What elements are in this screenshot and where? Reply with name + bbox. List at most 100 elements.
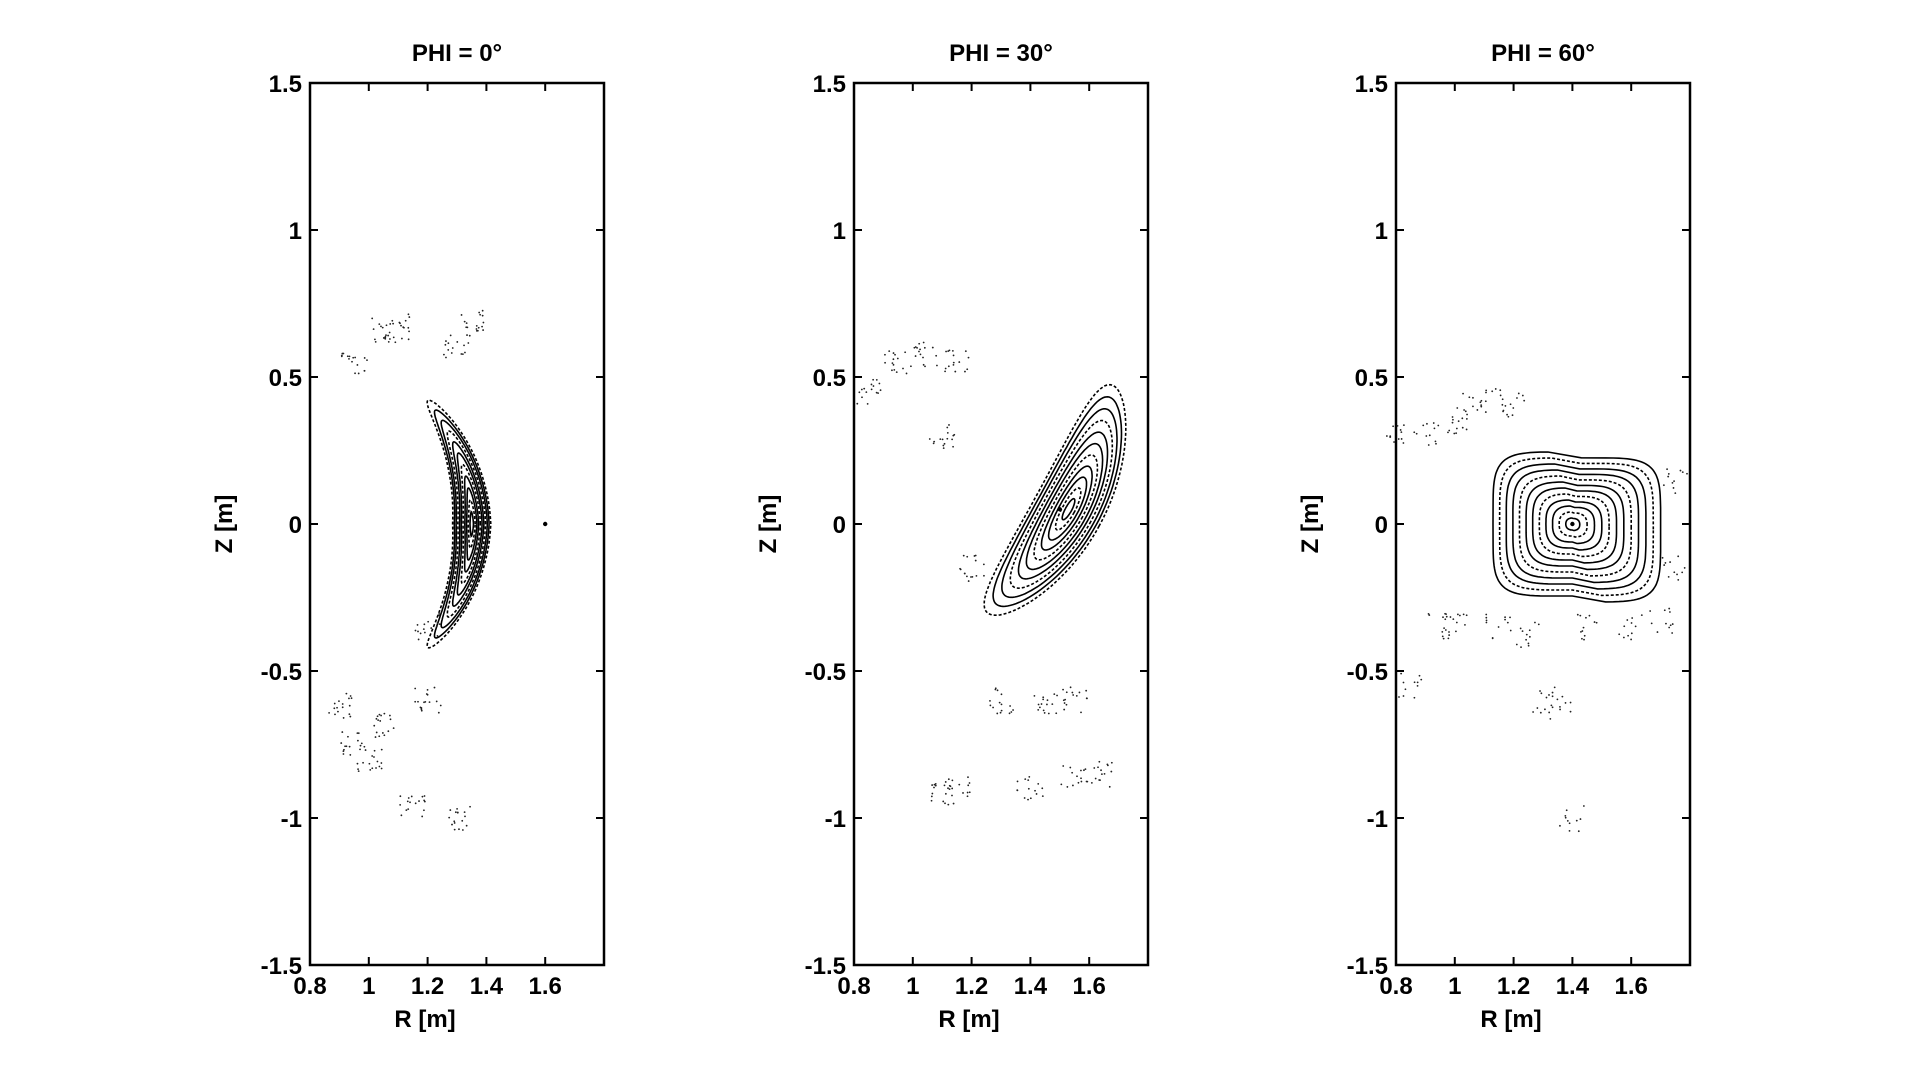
stray-point — [1086, 780, 1089, 783]
stray-point — [1468, 396, 1471, 399]
stray-point — [460, 314, 463, 316]
stray-point — [1550, 704, 1553, 707]
stray-point — [380, 325, 382, 328]
stray-point — [1461, 417, 1464, 420]
x-tick-label: 1.6 — [529, 973, 562, 1000]
stray-point — [1106, 763, 1109, 766]
stray-point — [392, 727, 395, 730]
stray-point — [1051, 703, 1054, 706]
stray-point — [374, 340, 377, 343]
stray-point — [414, 629, 417, 632]
stray-point — [892, 363, 895, 366]
stray-point — [1103, 773, 1106, 775]
stray-point — [344, 745, 346, 748]
stray-point — [438, 614, 440, 617]
stray-point — [349, 695, 352, 697]
stray-point — [1100, 773, 1103, 775]
stray-point — [1086, 697, 1088, 700]
stray-point — [1443, 627, 1445, 629]
stray-point — [394, 341, 397, 344]
stray-point — [1000, 693, 1003, 696]
stray-point — [445, 356, 447, 359]
stray-point — [1427, 444, 1430, 446]
stray-point — [1437, 424, 1440, 427]
stray-point — [1416, 684, 1419, 687]
stray-point — [1663, 564, 1666, 566]
flux-surface — [456, 452, 483, 596]
stray-point — [334, 713, 336, 716]
stray-point — [336, 706, 338, 709]
stray-point — [345, 745, 348, 748]
stray-point — [1027, 798, 1029, 801]
stray-point — [465, 326, 468, 329]
stray-point — [1517, 392, 1520, 395]
stray-point — [475, 324, 478, 327]
stray-point — [1427, 612, 1430, 615]
stray-point — [1027, 779, 1030, 782]
stray-point — [389, 718, 392, 721]
stray-point — [475, 328, 478, 330]
stray-point — [967, 776, 969, 779]
stray-point — [460, 353, 463, 355]
flux-surface — [1512, 469, 1640, 584]
stray-point — [1667, 475, 1670, 478]
stray-point — [385, 334, 387, 337]
flux-surface — [426, 399, 492, 649]
stray-point — [1024, 778, 1027, 781]
stray-point — [1451, 416, 1454, 418]
stray-point — [456, 811, 459, 814]
stray-point — [340, 742, 343, 744]
stray-point — [375, 731, 378, 734]
stray-point — [417, 630, 419, 633]
stray-point — [931, 346, 934, 349]
stray-point — [994, 688, 997, 691]
stray-point — [1665, 622, 1667, 625]
stray-point — [435, 700, 438, 703]
x-tick-label: 1.2 — [1497, 973, 1530, 1000]
stray-point — [341, 352, 344, 355]
stray-point — [356, 762, 359, 765]
stray-point — [360, 742, 363, 745]
stray-point — [1398, 696, 1400, 698]
stray-point — [1521, 630, 1524, 633]
stray-point — [962, 554, 965, 557]
stray-point — [1093, 767, 1096, 769]
stray-point — [968, 791, 971, 794]
stray-point — [378, 713, 381, 716]
stray-point — [1566, 819, 1569, 822]
stray-point — [1041, 787, 1044, 790]
stray-point — [341, 731, 344, 733]
stray-point — [388, 331, 391, 334]
stray-point — [941, 438, 944, 441]
x-tick-label: 1.4 — [1014, 973, 1048, 1000]
stray-point — [996, 712, 999, 715]
stray-point — [387, 334, 390, 337]
stray-point — [340, 354, 343, 357]
stray-point — [1071, 771, 1074, 774]
flux-surface — [1017, 431, 1109, 580]
stray-point — [1669, 624, 1672, 627]
stray-point — [1634, 625, 1637, 628]
stray-point — [451, 347, 454, 349]
stray-point — [935, 354, 938, 357]
stray-point — [870, 383, 873, 386]
stray-point — [1046, 699, 1049, 702]
stray-point — [1569, 710, 1572, 713]
stray-point — [875, 378, 878, 381]
stray-point — [1448, 634, 1451, 636]
flux-surface — [1558, 511, 1588, 538]
stray-point — [951, 779, 954, 782]
stray-point — [919, 353, 922, 356]
flux-surface — [1565, 517, 1581, 532]
stray-point — [482, 329, 485, 331]
stray-point — [884, 361, 886, 364]
stray-point — [1476, 409, 1479, 411]
x-tick-label: 1.4 — [470, 973, 504, 1000]
stray-point — [872, 385, 875, 387]
stray-point — [376, 760, 379, 763]
stray-point — [1559, 824, 1561, 827]
stray-point — [1418, 674, 1421, 677]
stray-point — [1559, 705, 1561, 708]
stray-point — [1023, 797, 1026, 799]
stray-point — [364, 749, 367, 751]
